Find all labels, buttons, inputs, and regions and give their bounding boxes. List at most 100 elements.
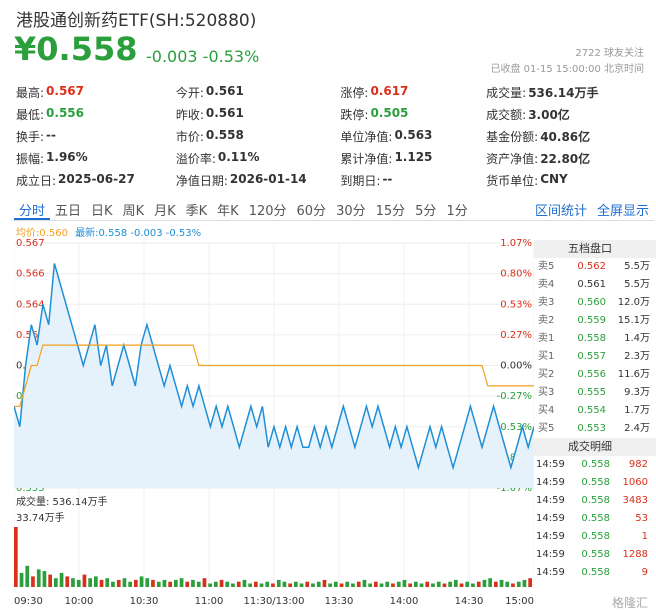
volume-bar bbox=[454, 579, 458, 587]
stat-value: 0.567 bbox=[46, 84, 85, 98]
trade-price: 0.558 bbox=[581, 531, 610, 542]
range-stats-button[interactable]: 区间统计 bbox=[534, 204, 587, 219]
stat-item: 市价: 0.558 bbox=[176, 128, 341, 150]
stat-value: 0.505 bbox=[370, 106, 409, 120]
orderbook-price: 0.559 bbox=[577, 315, 606, 326]
stat-value: 0.617 bbox=[370, 84, 409, 98]
volume-bar bbox=[236, 581, 241, 587]
stat-value: 0.561 bbox=[205, 84, 244, 98]
trade-price: 0.558 bbox=[581, 459, 610, 470]
stat-item: 净值日期: 2026-01-14 bbox=[176, 172, 341, 194]
stat-label: 跌停: bbox=[340, 108, 369, 122]
orderbook-volume: 9.3万 bbox=[624, 387, 650, 398]
tab-12[interactable]: 1分 bbox=[446, 204, 468, 219]
tab-11[interactable]: 5分 bbox=[415, 204, 437, 219]
tab-0[interactable]: 分时 bbox=[14, 197, 51, 220]
volume-bar bbox=[339, 583, 344, 587]
orderbook-volume: 2.3万 bbox=[624, 351, 650, 362]
volume-bar bbox=[476, 581, 481, 587]
volume-bar bbox=[116, 579, 121, 587]
trade-time: 14:59 bbox=[536, 513, 565, 524]
volume-bar bbox=[511, 583, 515, 587]
volume-bar bbox=[122, 578, 127, 587]
orderbook-level: 买5 bbox=[538, 423, 555, 434]
price-change: -0.003 -0.53% bbox=[146, 47, 260, 66]
tab-9[interactable]: 30分 bbox=[336, 204, 366, 219]
volume-bar bbox=[219, 579, 224, 587]
market-status: 已收盘 01-15 15:00:00 北京时间 bbox=[490, 64, 644, 75]
quote-header: 港股通创新药ETF(SH:520880) ¥0.558 -0.003 -0.53… bbox=[0, 0, 656, 80]
tab-6[interactable]: 年K bbox=[217, 204, 239, 219]
x-tick: 11:00 bbox=[195, 596, 224, 607]
volume-bar bbox=[465, 581, 470, 587]
volume-bar bbox=[48, 574, 52, 587]
volume-bar bbox=[179, 578, 184, 587]
volume-bar bbox=[174, 579, 178, 587]
trade-volume: 9 bbox=[641, 567, 648, 578]
volume-bar bbox=[54, 578, 58, 587]
volume-bar bbox=[311, 583, 315, 587]
trade-row: 14:59 0.558 1060 bbox=[534, 474, 656, 492]
avg-price-line bbox=[14, 344, 534, 407]
volume-bar bbox=[202, 578, 207, 587]
volume-bar bbox=[276, 579, 281, 587]
tab-7[interactable]: 120分 bbox=[248, 204, 287, 219]
fullscreen-button[interactable]: 全屏显示 bbox=[596, 204, 649, 219]
trade-row: 14:59 0.558 53 bbox=[534, 510, 656, 528]
trade-time: 14:59 bbox=[536, 495, 565, 506]
stat-label: 成立日: bbox=[16, 174, 57, 188]
follow-count[interactable]: 2722 球友关注 bbox=[575, 48, 644, 59]
stat-item: 溢价率: 0.11% bbox=[176, 150, 341, 172]
volume-bar bbox=[305, 581, 310, 587]
volume-bar bbox=[59, 572, 64, 587]
y-tick-left: 0.555 bbox=[16, 483, 45, 494]
stat-label: 振幅: bbox=[16, 152, 45, 166]
watermark-logo: 格隆汇 bbox=[611, 596, 648, 610]
orderbook-volume: 1.7万 bbox=[624, 405, 650, 416]
orderbook-price: 0.554 bbox=[577, 405, 606, 416]
volume-bar bbox=[76, 579, 81, 587]
volume-bar bbox=[271, 583, 275, 587]
x-tick: 13:30 bbox=[325, 596, 354, 607]
stat-value: 1.125 bbox=[394, 150, 433, 164]
volume-bar bbox=[425, 581, 430, 587]
tab-5[interactable]: 季K bbox=[185, 204, 208, 219]
tab-1[interactable]: 五日 bbox=[55, 204, 82, 219]
trade-row: 14:59 0.558 982 bbox=[534, 456, 656, 474]
intraday-chart[interactable]: 0.5671.07%0.5660.80%0.5640.53%0.5630.27%… bbox=[14, 237, 534, 610]
orderbook-price: 0.555 bbox=[577, 387, 606, 398]
orderbook-level: 买1 bbox=[538, 351, 555, 362]
stat-label: 净值日期: bbox=[175, 174, 228, 188]
volume-bar bbox=[151, 579, 155, 587]
tab-4[interactable]: 月K bbox=[154, 204, 176, 219]
price-area bbox=[14, 263, 534, 488]
orderbook-volume: 2.4万 bbox=[624, 423, 650, 434]
x-tick: 10:30 bbox=[130, 596, 159, 607]
orderbook-level: 卖2 bbox=[538, 315, 555, 326]
tab-2[interactable]: 日K bbox=[91, 204, 113, 219]
stat-value: 2026-01-14 bbox=[229, 172, 307, 186]
tab-8[interactable]: 60分 bbox=[296, 204, 327, 219]
volume-bar bbox=[185, 581, 190, 587]
chart-tabs: 分时 五日 日K 周K 月K 季K 年K 120分 60分 30分 15分 5分 1分 区间统计 全屏显示 bbox=[14, 197, 654, 221]
trade-time: 14:59 bbox=[536, 459, 565, 470]
volume-bar bbox=[94, 576, 98, 587]
stat-row: 换手: -- 市价: 0.558 单位净值: 0.563 基金份额: 40.86亿 bbox=[16, 128, 646, 150]
volume-bar bbox=[328, 583, 332, 587]
volume-bar bbox=[351, 583, 355, 587]
stat-value: 0.561 bbox=[205, 106, 244, 120]
order-book: 五档盘口 卖5 0.562 5.5万 卖4 0.561 5.5万 卖3 0.560 12.0万卖… bbox=[534, 240, 656, 610]
avg-price-legend: 均价:0.560 bbox=[16, 228, 68, 239]
stat-label: 昨收: bbox=[175, 108, 204, 122]
volume-bar bbox=[42, 571, 47, 587]
stat-label: 资产净值: bbox=[486, 152, 539, 166]
stat-label: 最低: bbox=[16, 108, 45, 122]
stat-item: 涨停: 0.617 bbox=[340, 84, 486, 106]
tab-3[interactable]: 周K bbox=[122, 204, 145, 219]
volume-bar bbox=[459, 583, 464, 587]
fund-title: 港股通创新药ETF(SH:520880) bbox=[16, 11, 257, 31]
tab-10[interactable]: 15分 bbox=[375, 204, 406, 219]
volume-bar bbox=[248, 583, 252, 587]
trade-row: 14:59 0.558 1288 bbox=[534, 546, 656, 564]
volume-bar bbox=[516, 581, 521, 587]
